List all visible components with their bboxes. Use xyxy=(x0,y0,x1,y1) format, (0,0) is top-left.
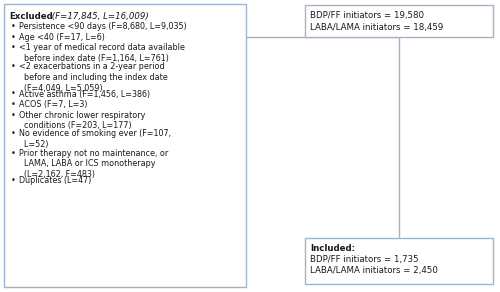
Text: •: • xyxy=(11,129,16,138)
Text: BDP/FF initiators = 1,735: BDP/FF initiators = 1,735 xyxy=(310,255,418,264)
Text: Excluded: Excluded xyxy=(9,12,53,21)
Text: ACOS (F=7, L=3): ACOS (F=7, L=3) xyxy=(19,100,87,109)
Text: •: • xyxy=(11,100,16,109)
FancyBboxPatch shape xyxy=(305,238,493,284)
Text: Other chronic lower respiratory
  conditions (F=203, L=177): Other chronic lower respiratory conditio… xyxy=(19,110,146,130)
Text: •: • xyxy=(11,110,16,119)
Text: Duplicates (L=47): Duplicates (L=47) xyxy=(19,176,92,185)
Text: No evidence of smoking ever (F=107,
  L=52): No evidence of smoking ever (F=107, L=52… xyxy=(19,129,171,149)
Text: Persistence <90 days (F=8,680, L=9,035): Persistence <90 days (F=8,680, L=9,035) xyxy=(19,22,187,31)
Text: •: • xyxy=(11,22,16,31)
Text: BDP/FF initiators = 19,580: BDP/FF initiators = 19,580 xyxy=(310,11,424,20)
Text: Active asthma (F=1,456, L=386): Active asthma (F=1,456, L=386) xyxy=(19,90,150,98)
Text: •: • xyxy=(11,32,16,41)
FancyBboxPatch shape xyxy=(305,5,493,37)
Text: •: • xyxy=(11,62,16,71)
Text: <2 exacerbations in a 2-year period
  before and including the index date
  (F=4: <2 exacerbations in a 2-year period befo… xyxy=(19,62,168,93)
FancyBboxPatch shape xyxy=(4,4,246,287)
Text: (F=17,845, L=16,009): (F=17,845, L=16,009) xyxy=(49,12,149,21)
Text: •: • xyxy=(11,90,16,98)
Text: Included:: Included: xyxy=(310,244,355,253)
Text: •: • xyxy=(11,176,16,185)
Text: •: • xyxy=(11,149,16,157)
Text: LABA/LAMA initiators = 18,459: LABA/LAMA initiators = 18,459 xyxy=(310,23,444,32)
Text: <1 year of medical record data available
  before index date (F=1,164, L=761): <1 year of medical record data available… xyxy=(19,43,185,63)
Text: Age <40 (F=17, L=6): Age <40 (F=17, L=6) xyxy=(19,32,105,41)
Text: •: • xyxy=(11,43,16,52)
Text: Prior therapy not no maintenance, or
  LAMA, LABA or ICS monotherapy
  (L=2,162,: Prior therapy not no maintenance, or LAM… xyxy=(19,149,168,179)
Text: LABA/LAMA initiators = 2,450: LABA/LAMA initiators = 2,450 xyxy=(310,266,438,275)
